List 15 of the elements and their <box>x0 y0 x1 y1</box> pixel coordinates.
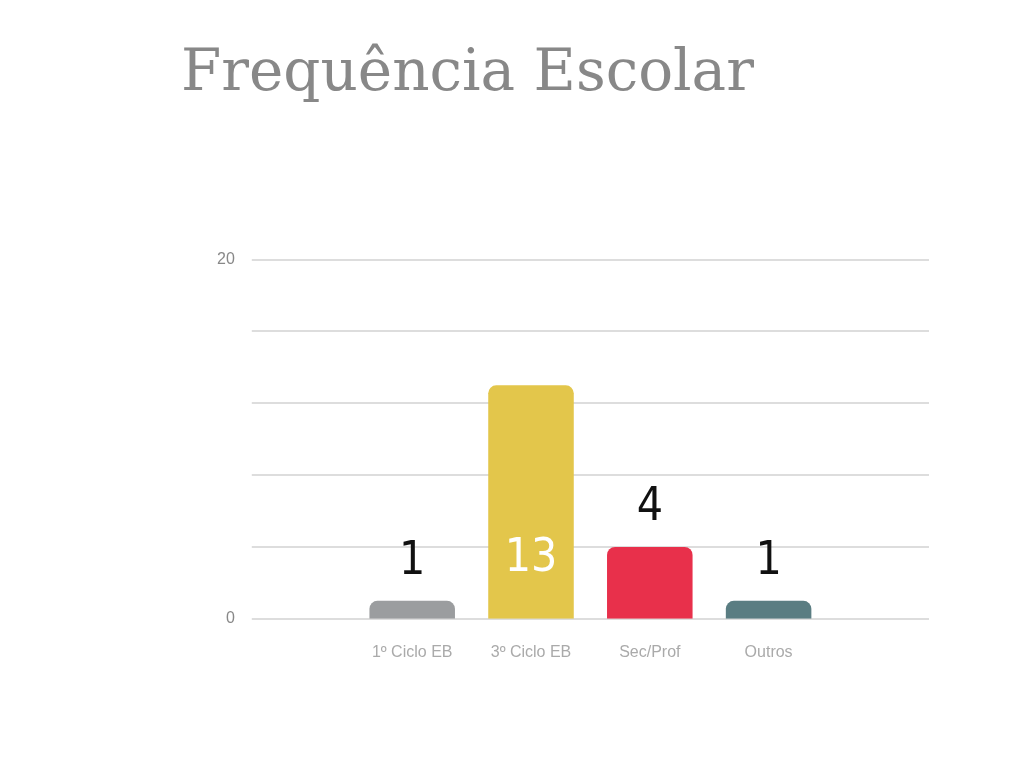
data-label: 13 <box>504 527 558 582</box>
y-tick-label: 0 <box>225 609 235 627</box>
chart-title: Frequência Escolar <box>181 35 755 104</box>
bar <box>488 385 574 619</box>
x-tick-label: Outros <box>744 642 793 660</box>
data-label: 1 <box>755 530 782 585</box>
y-tick-label: 20 <box>217 250 235 268</box>
bar <box>725 600 812 619</box>
bar <box>607 546 693 619</box>
x-tick-label: 1º Ciclo EB <box>371 642 453 660</box>
data-label: 4 <box>636 476 663 531</box>
data-label: 1 <box>399 530 426 585</box>
x-tick-label: 3º Ciclo EB <box>490 642 572 660</box>
bar <box>369 600 455 619</box>
x-tick-label: Sec/Prof <box>619 642 682 660</box>
